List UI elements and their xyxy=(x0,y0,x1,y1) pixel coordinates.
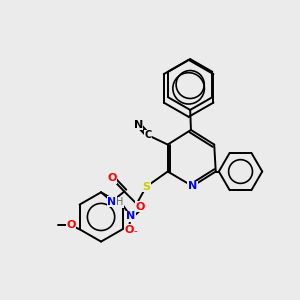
Text: H: H xyxy=(116,197,123,207)
Text: O: O xyxy=(66,220,76,230)
Text: N: N xyxy=(126,211,135,221)
Text: -: - xyxy=(134,226,137,237)
Text: O: O xyxy=(136,202,145,212)
Text: N: N xyxy=(188,181,197,191)
Text: O: O xyxy=(124,225,134,235)
Text: O: O xyxy=(107,173,117,184)
Text: C: C xyxy=(145,130,152,140)
Text: N: N xyxy=(134,119,143,130)
Text: N: N xyxy=(107,196,116,206)
Text: S: S xyxy=(142,182,150,192)
